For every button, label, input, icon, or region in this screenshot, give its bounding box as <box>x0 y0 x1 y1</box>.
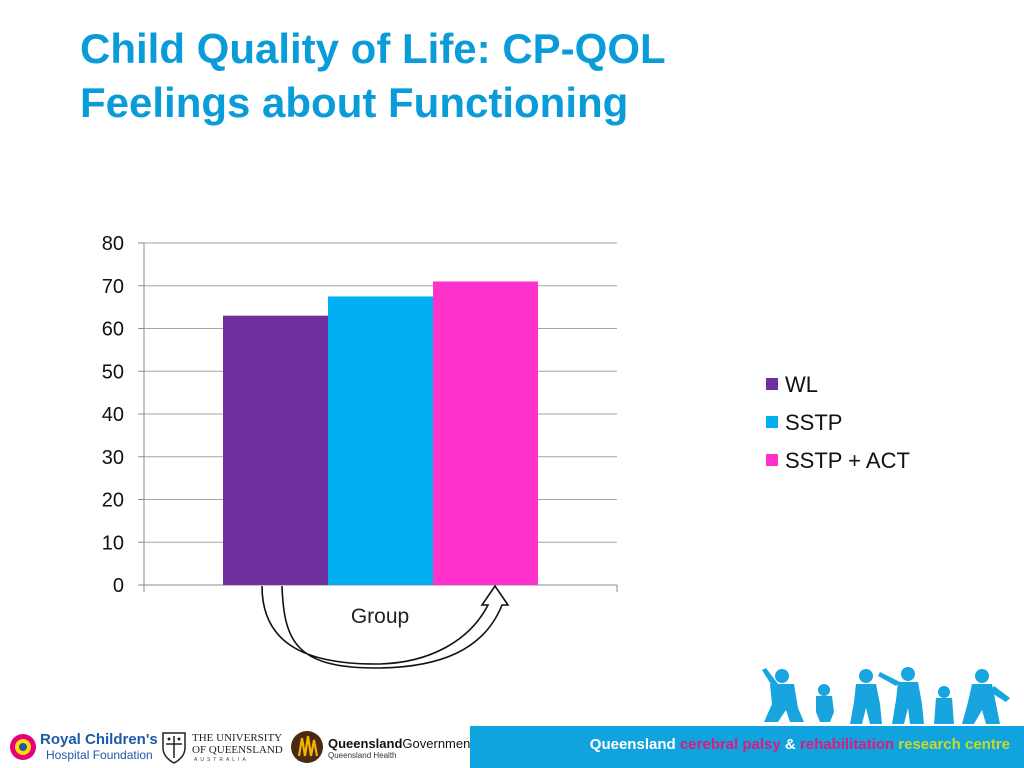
bar-sstp <box>328 296 433 585</box>
footer-bar: Royal Children's Hospital Foundation THE… <box>0 726 1024 768</box>
legend-label: SSTP <box>785 410 842 435</box>
uq-logo-line-1: THE UNIVERSITY <box>192 732 283 744</box>
bar-sstp-act <box>433 281 538 585</box>
y-tick-label: 50 <box>102 361 124 383</box>
rch-flower-icon <box>10 734 36 760</box>
legend-label: WL <box>785 372 818 397</box>
y-axis-ticks: 0 10 20 30 40 50 60 70 80 <box>102 233 144 597</box>
legend-swatch <box>766 416 778 428</box>
y-tick-label: 40 <box>102 404 124 426</box>
rch-logo-line-1: Royal Children's <box>40 731 158 748</box>
queensland-government-logo: QueenslandGovernment Queensland Health <box>290 730 474 764</box>
legend: WL SSTP SSTP + ACT <box>766 372 910 473</box>
footer-logo-strip <box>0 726 470 768</box>
y-tick-label: 80 <box>102 233 124 255</box>
y-tick-label: 0 <box>113 575 124 597</box>
university-of-queensland-logo: THE UNIVERSITY OF QUEENSLAND AUSTRALIA <box>160 730 288 764</box>
y-tick-label: 10 <box>102 532 124 554</box>
bar-chart: 0 10 20 30 40 50 60 70 80 Group WL SSTP SSTP + ACT <box>102 233 910 669</box>
family-silhouettes-image <box>762 667 1010 724</box>
curved-arrow <box>261 584 510 669</box>
uq-logo-line-2: OF QUEENSLAND <box>192 744 283 756</box>
bars <box>223 281 538 585</box>
qld-government-crest-icon <box>291 731 323 763</box>
legend-swatch <box>766 378 778 390</box>
royal-childrens-hospital-foundation-logo: Royal Children's Hospital Foundation <box>8 730 158 764</box>
footer-centre-banner: Queensland cerebral palsy & rehabilitati… <box>470 726 1024 768</box>
legend-swatch <box>766 454 778 466</box>
y-tick-label: 70 <box>102 276 124 298</box>
title-line-2: Feelings about Functioning <box>80 79 629 126</box>
y-tick-label: 30 <box>102 447 124 469</box>
y-tick-label: 60 <box>102 319 124 341</box>
uq-logo-line-3: AUSTRALIA <box>194 757 249 763</box>
bar-wl <box>223 315 328 585</box>
uq-crest-icon <box>162 732 186 764</box>
rch-logo-line-2: Hospital Foundation <box>46 748 153 762</box>
qg-logo-line-2: Queensland Health <box>328 751 397 760</box>
title-line-1: Child Quality of Life: CP-QOL <box>80 25 666 72</box>
research-centre-name: Queensland cerebral palsy & rehabilitati… <box>589 736 1010 753</box>
curved-arrow-annotation <box>261 584 510 669</box>
x-axis-label: Group <box>351 605 409 628</box>
legend-label: SSTP + ACT <box>785 448 910 473</box>
slide-title: Child Quality of Life: CP-QOL Feelings a… <box>80 22 666 130</box>
qg-logo-line-1: QueenslandGovernment <box>328 736 474 751</box>
y-tick-label: 20 <box>102 490 124 512</box>
